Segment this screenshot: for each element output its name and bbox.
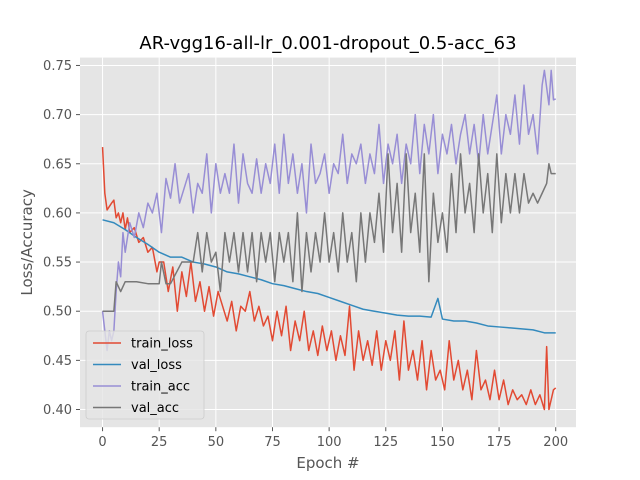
x-tick-label: 150 (430, 435, 455, 450)
legend-label: val_loss (131, 358, 182, 373)
y-tick-label: 0.50 (43, 305, 72, 320)
series-line-train-acc (101, 69, 557, 352)
legend-box (85, 330, 205, 420)
y-axis-title: Loss/Accuracy (18, 189, 36, 296)
x-tick-label: 100 (317, 435, 342, 450)
x-tick-label: 200 (543, 435, 568, 450)
y-tick-label: 0.65 (43, 157, 72, 172)
y-tick-label: 0.55 (43, 256, 72, 271)
y-axis-ticks: 0.40 0.45 0.50 0.55 0.60 0.65 0.70 0.75 (43, 59, 80, 418)
y-tick-label: 0.40 (43, 403, 72, 418)
series-line-val-acc (102, 153, 556, 312)
series-line-train-loss (101, 147, 557, 411)
series-line-val-loss (102, 219, 556, 334)
x-tick-label: 175 (487, 435, 512, 450)
y-tick-label: 0.45 (43, 354, 72, 369)
chart-title: AR-vgg16-all-lr_0.001-dropout_0.5-acc_63 (139, 33, 516, 54)
legend-label: val_acc (131, 401, 179, 416)
x-tick-label: 50 (208, 435, 225, 450)
x-tick-label: 125 (373, 435, 398, 450)
x-axis-title: Epoch # (296, 454, 359, 472)
y-tick-label: 0.70 (43, 108, 72, 123)
legend: train_loss val_loss train_acc val_acc (85, 330, 205, 420)
series-lines (101, 69, 557, 411)
x-tick-label: 0 (98, 435, 106, 450)
x-tick-label: 25 (151, 435, 168, 450)
legend-label: train_acc (131, 380, 190, 395)
x-tick-label: 75 (264, 435, 281, 450)
x-axis-ticks: 0 25 50 75 100 125 150 175 200 (98, 427, 568, 450)
y-tick-label: 0.60 (43, 206, 72, 221)
legend-label: train_loss (131, 337, 193, 352)
y-tick-label: 0.75 (43, 59, 72, 74)
